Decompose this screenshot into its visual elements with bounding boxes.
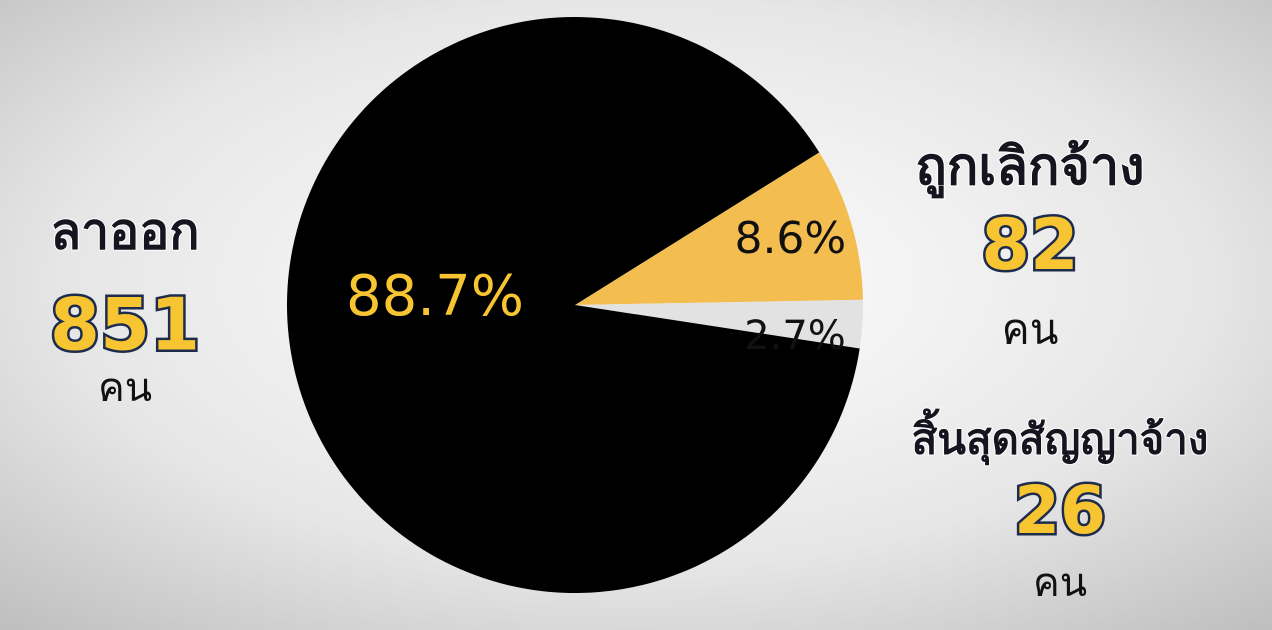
category-label: ลาออก [50,203,199,261]
count-label: 26 [1014,472,1106,549]
pie-slice [575,152,863,305]
category-label: สิ้นสุดสัญญาจ้าง [912,408,1209,466]
unit-label: คน [1002,305,1059,354]
category-label: ถูกเลิกจ้าง [915,137,1144,199]
unit-label: คน [98,365,152,411]
labels: 88.7%8.6%2.7%ลาออก851คนถูกเลิกจ้าง82คนสิ… [47,136,1209,606]
slice-label: 88.7% [346,264,524,329]
pie-slice [286,16,860,594]
slice-label: 2.7% [744,313,846,359]
pie-slice [575,299,863,349]
slice-label: 8.6% [734,213,846,264]
count-label: 851 [50,283,200,367]
unit-label: คน [1033,560,1087,606]
count-label: 82 [981,204,1078,286]
pie [286,16,863,594]
